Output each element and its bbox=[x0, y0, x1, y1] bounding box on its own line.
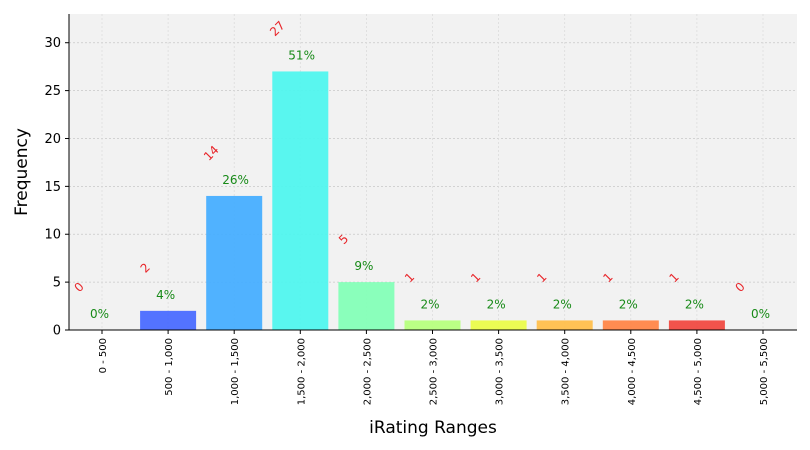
bar bbox=[536, 320, 593, 330]
y-tick-label: 25 bbox=[44, 84, 61, 99]
percent-label: 2% bbox=[553, 297, 572, 311]
bar bbox=[470, 320, 527, 330]
y-tick-label: 20 bbox=[44, 132, 61, 147]
x-tick-label: 4,500 - 5,000 bbox=[693, 338, 704, 405]
percent-label: 0% bbox=[90, 307, 109, 321]
x-axis-label: iRating Ranges bbox=[369, 418, 497, 438]
y-axis-label: Frequency bbox=[12, 128, 32, 216]
y-tick-label: 0 bbox=[53, 324, 61, 339]
y-tick-label: 30 bbox=[44, 36, 61, 51]
grid-lines bbox=[69, 14, 797, 331]
percent-label: 0% bbox=[751, 307, 770, 321]
bar bbox=[602, 320, 659, 330]
bars bbox=[140, 71, 725, 331]
x-tick-label: 2,000 - 2,500 bbox=[362, 338, 373, 405]
x-tick-label: 0 - 500 bbox=[98, 338, 109, 373]
y-tick-label: 10 bbox=[44, 228, 61, 243]
y-tick-label: 5 bbox=[53, 276, 61, 291]
bar bbox=[140, 310, 197, 330]
x-tick-label: 1,000 - 1,500 bbox=[230, 338, 241, 405]
bar bbox=[206, 195, 263, 330]
x-tick-label: 4,000 - 4,500 bbox=[627, 338, 638, 405]
percent-label: 26% bbox=[222, 173, 249, 187]
bar bbox=[338, 282, 395, 330]
percent-label: 2% bbox=[421, 297, 440, 311]
x-tick-label: 5,000 - 5,500 bbox=[759, 338, 770, 405]
percent-label: 51% bbox=[288, 48, 315, 62]
plot-background bbox=[69, 14, 797, 330]
x-tick-label: 3,000 - 3,500 bbox=[495, 338, 506, 405]
percent-label: 4% bbox=[156, 288, 175, 302]
axes: 0 5 10 15 20 25 30 0 - 500 500 - 1,000 1,000 - 1,… bbox=[44, 14, 797, 405]
bar bbox=[272, 71, 329, 331]
percent-label: 2% bbox=[487, 297, 506, 311]
percent-label: 2% bbox=[685, 297, 704, 311]
x-tick-label: 500 - 1,000 bbox=[164, 338, 175, 396]
x-tick-label: 3,500 - 4,000 bbox=[561, 338, 572, 405]
percent-label: 9% bbox=[354, 259, 373, 273]
y-tick-label: 15 bbox=[44, 180, 61, 195]
percent-label: 2% bbox=[619, 297, 638, 311]
bar bbox=[668, 320, 725, 330]
x-tick-label: 2,500 - 3,000 bbox=[429, 338, 440, 405]
bar bbox=[404, 320, 461, 330]
x-tick-label: 1,500 - 2,000 bbox=[296, 338, 307, 405]
